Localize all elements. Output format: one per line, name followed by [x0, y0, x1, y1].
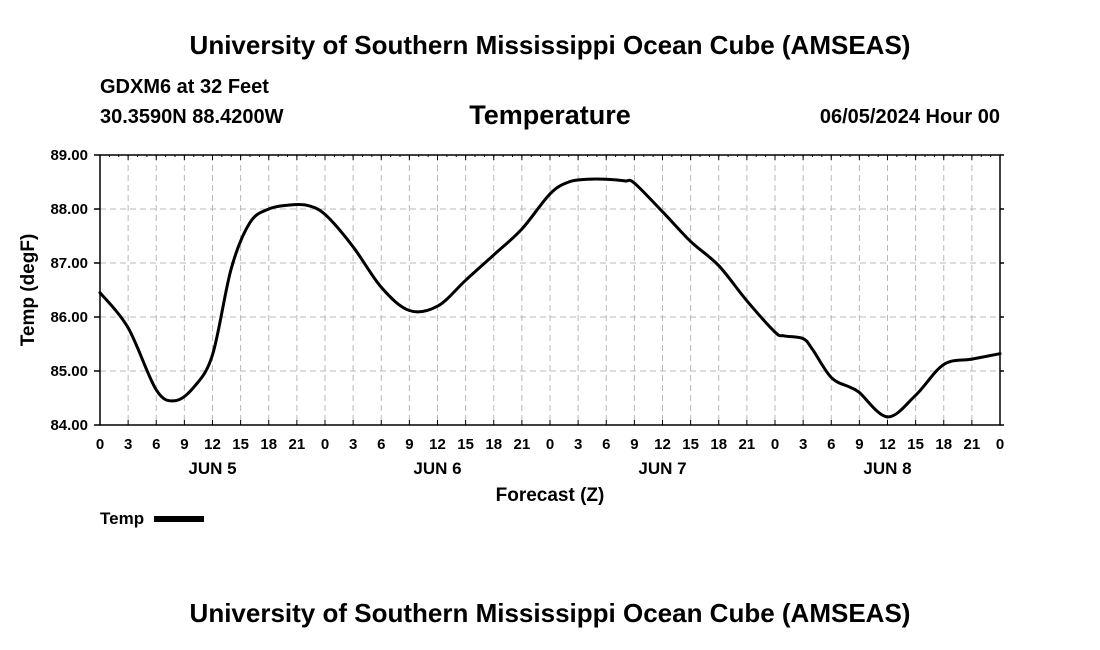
- legend: Temp: [100, 509, 205, 529]
- x-tick-label: 15: [682, 436, 699, 453]
- x-tick-label: 15: [907, 436, 924, 453]
- x-tick-label: 9: [855, 436, 863, 453]
- x-tick-label: 21: [289, 436, 306, 453]
- chart-title: Temperature: [469, 100, 631, 130]
- x-tick-label: 6: [152, 436, 160, 453]
- x-tick-label: 6: [377, 436, 385, 453]
- x-tick-label: 12: [879, 436, 896, 453]
- x-tick-label: 18: [260, 436, 277, 453]
- x-tick-label: 18: [935, 436, 952, 453]
- x-tick-label: 18: [710, 436, 727, 453]
- temp-series-line: [98, 177, 1002, 419]
- x-tick-label: 3: [124, 436, 132, 453]
- y-tick-label: 87.00: [50, 255, 88, 272]
- x-tick-label: 0: [96, 436, 104, 453]
- x-tick-label: 6: [827, 436, 835, 453]
- x-tick-label: 12: [204, 436, 221, 453]
- x-tick-label: 3: [349, 436, 357, 453]
- x-tick-label: 0: [771, 436, 779, 453]
- x-tick-label: 12: [654, 436, 671, 453]
- day-label: JUN 5: [188, 459, 236, 478]
- footer-title: University of Southern Mississippi Ocean…: [189, 598, 911, 628]
- x-tick-label: 21: [739, 436, 756, 453]
- day-label: JUN 8: [863, 459, 911, 478]
- day-label: JUN 7: [638, 459, 686, 478]
- x-tick-label: 15: [232, 436, 249, 453]
- x-tick-label: 3: [799, 436, 807, 453]
- x-tick-label: 0: [546, 436, 554, 453]
- y-axis-label: Temp (degF): [18, 234, 39, 347]
- x-tick-label: 12: [429, 436, 446, 453]
- x-tick-label: 6: [602, 436, 610, 453]
- x-tick-label: 18: [485, 436, 502, 453]
- y-tick-label: 84.00: [50, 417, 88, 434]
- station-label: GDXM6 at 32 Feet: [100, 76, 269, 98]
- x-tick-label: 9: [630, 436, 638, 453]
- x-tick-label: 9: [180, 436, 188, 453]
- day-label: JUN 6: [413, 459, 461, 478]
- forecast-datetime: 06/05/2024 Hour 00: [819, 106, 1000, 128]
- y-tick-label: 89.00: [50, 147, 88, 164]
- x-tick-label: 0: [321, 436, 329, 453]
- x-tick-label: 21: [514, 436, 531, 453]
- axes-layer: 0 3 6 9 12 15 18 21 0 3 6 9 12 15 18 21 0 3 6 9 12 15 18 21 0 3 6 9…: [50, 147, 1004, 478]
- legend-label: Temp: [100, 509, 145, 528]
- y-tick-label: 88.00: [50, 201, 88, 218]
- x-tick-label: 0: [996, 436, 1004, 453]
- x-axis-label: Forecast (Z): [496, 485, 605, 506]
- x-tick-label: 9: [405, 436, 413, 453]
- grid-layer: [100, 155, 1000, 425]
- page-title: University of Southern Mississippi Ocean…: [189, 30, 911, 60]
- x-tick-label: 3: [574, 436, 582, 453]
- y-tick-label: 86.00: [50, 309, 88, 326]
- coordinates-label: 30.3590N 88.4200W: [100, 106, 284, 128]
- x-tick-label: 21: [964, 436, 981, 453]
- legend-line-swatch: [154, 516, 205, 522]
- y-tick-label: 85.00: [50, 363, 88, 380]
- x-tick-label: 15: [457, 436, 474, 453]
